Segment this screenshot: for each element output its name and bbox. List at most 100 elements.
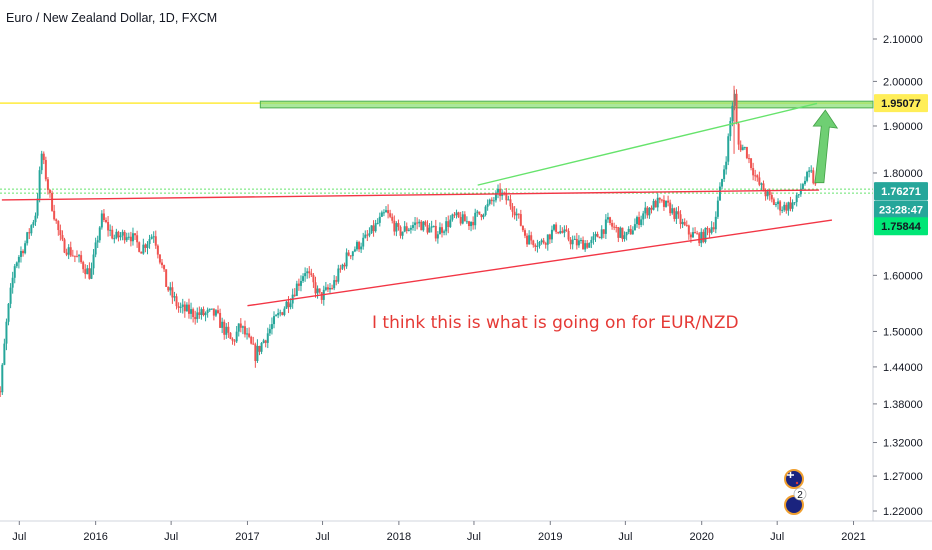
candle-body — [140, 251, 143, 254]
green-target-arrow[interactable] — [812, 109, 839, 184]
candle-body — [163, 265, 166, 270]
price-tag-bg — [874, 200, 928, 219]
candle-body — [708, 229, 711, 233]
candle-body — [521, 225, 524, 231]
candle-body — [667, 200, 670, 203]
new-zealand-flag-icon[interactable] — [784, 469, 804, 489]
candle-body — [795, 195, 798, 203]
candle-body — [136, 235, 139, 243]
candle-body — [546, 234, 549, 245]
candle-body — [725, 161, 728, 170]
candle-body — [134, 233, 137, 236]
candle-body — [772, 199, 775, 205]
candle-body — [405, 226, 408, 231]
candle-body — [810, 170, 813, 172]
candle-body — [511, 206, 514, 212]
candle-body — [165, 269, 168, 287]
candle-body — [353, 249, 356, 252]
candle-body — [507, 199, 510, 201]
candle-body — [0, 391, 2, 393]
resistance-zone[interactable] — [259, 100, 874, 109]
candle-body — [480, 214, 483, 218]
candle-body — [279, 312, 282, 314]
candle-body — [156, 245, 159, 255]
candle-body — [590, 239, 593, 243]
candle-body — [463, 214, 466, 222]
candle-body — [459, 217, 462, 224]
upper-red-trendline[interactable] — [1, 189, 820, 201]
candle-body — [204, 313, 207, 316]
candle-body — [34, 215, 37, 223]
candle-body — [61, 235, 64, 240]
candle-body — [465, 221, 468, 223]
candle-body — [366, 234, 369, 236]
y-tick-label: 1.50000 — [883, 326, 923, 338]
candle-body — [443, 231, 446, 233]
flag-star-detail — [795, 481, 799, 485]
candle-body — [38, 170, 41, 199]
candle-body — [571, 239, 574, 245]
candle-body — [573, 238, 576, 240]
candle-body — [416, 222, 419, 224]
candle-body — [380, 212, 383, 217]
x-tick-label: Jul — [12, 531, 26, 543]
candle-body — [656, 197, 659, 208]
candle-body — [621, 227, 624, 240]
candle-body — [324, 287, 327, 290]
lower-red-trendline[interactable] — [247, 219, 833, 307]
green-channel-top-line[interactable] — [477, 102, 818, 186]
candle-body — [768, 191, 771, 195]
candle-body — [185, 304, 188, 312]
candle-body — [138, 242, 141, 252]
candle-body — [623, 235, 626, 240]
candle-body — [534, 245, 537, 247]
price-tag-bg — [874, 217, 928, 236]
candle-body — [478, 211, 481, 215]
candle-body — [615, 226, 618, 228]
candle-body — [428, 227, 431, 233]
candle-body — [320, 292, 323, 300]
candle-body — [115, 231, 118, 239]
candle-body — [745, 147, 748, 159]
candle-body — [11, 277, 14, 288]
candle-body — [19, 251, 22, 257]
candle-body — [470, 221, 473, 227]
candle-body — [476, 211, 479, 213]
candle-body — [474, 212, 477, 226]
candle-body — [803, 180, 806, 185]
candle-body — [432, 225, 435, 227]
candle-body — [121, 231, 124, 236]
price-tag-label: 1.95077 — [881, 98, 921, 110]
candle-body — [685, 224, 688, 226]
candle-body — [505, 192, 508, 201]
candle-body — [582, 239, 585, 250]
candle-body — [494, 192, 497, 201]
event-badge-count: 2 — [797, 490, 803, 501]
candle-body — [681, 221, 684, 225]
candle-body — [561, 231, 564, 233]
candle-body — [735, 93, 738, 124]
candle-body — [227, 326, 230, 333]
candle-body — [430, 226, 433, 228]
candle-body — [92, 254, 95, 269]
candle-body — [540, 240, 543, 243]
candle-body — [105, 220, 108, 223]
candle-body — [40, 153, 43, 171]
candle-body — [117, 231, 120, 238]
candle-body — [569, 239, 572, 245]
candle-body — [210, 308, 213, 310]
candle-body — [752, 168, 755, 176]
candle-body — [557, 231, 560, 234]
annotation-text: I think this is what is going on for EUR… — [372, 313, 739, 333]
flag-cross-detail — [787, 472, 794, 478]
x-tick-label: Jul — [467, 531, 481, 543]
chart-title: Euro / New Zealand Dollar, 1D, FXCM — [6, 11, 218, 25]
candle-body — [565, 229, 568, 231]
candle-body — [127, 236, 130, 238]
candle-body — [530, 235, 533, 241]
candle-body — [297, 283, 300, 286]
candle-body — [584, 243, 587, 250]
candle-body — [187, 304, 190, 314]
candle-body — [729, 121, 732, 137]
